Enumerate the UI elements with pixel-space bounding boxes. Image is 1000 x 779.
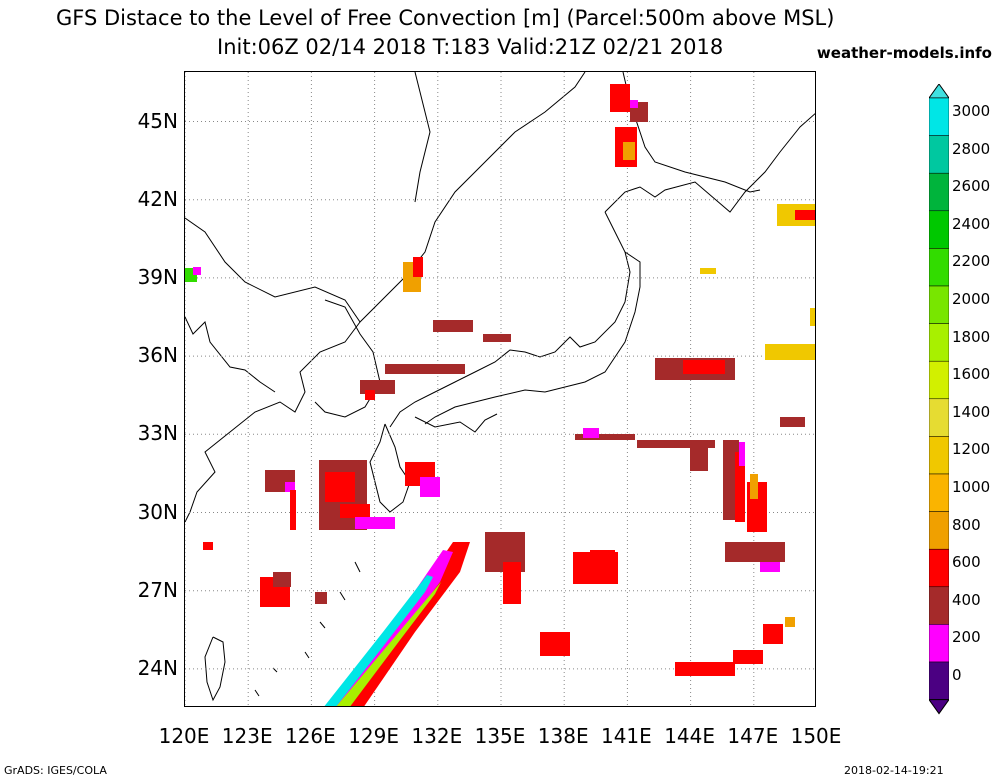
colorbar-segment xyxy=(929,323,949,362)
colorbar-min-arrow xyxy=(929,699,949,715)
colorbar-segment xyxy=(929,135,949,174)
latitude-tick-label: 30N xyxy=(137,499,178,524)
colorbar-tick-label: 2800 xyxy=(952,139,991,158)
colorbar-tick-label: 1400 xyxy=(952,402,991,421)
colorbar-tick-label: 2000 xyxy=(952,290,991,308)
colorbar-segment xyxy=(929,210,949,249)
chart-subtitle: Init:06Z 02/14 2018 T:183 Valid:21Z 02/2… xyxy=(217,35,724,59)
colorbar-segment xyxy=(929,360,949,400)
colorbar-segment xyxy=(929,285,949,324)
map-panel[interactable] xyxy=(184,71,816,707)
latitude-tick-label: 36N xyxy=(137,343,178,368)
lfc-shading xyxy=(185,84,815,706)
longitude-tick-label: 138E xyxy=(537,724,589,748)
colorbar-tick-label: 1800 xyxy=(952,327,991,346)
colorbar-segment xyxy=(929,473,949,512)
colorbar-segment xyxy=(929,97,949,136)
colorbar-tick-label: 1200 xyxy=(952,440,991,459)
latitude-tick-label: 42N xyxy=(137,186,178,211)
chart-title: GFS Distace to the Level of Free Convect… xyxy=(56,6,835,30)
latitude-tick-label: 24N xyxy=(137,655,178,680)
colorbar-segment xyxy=(929,624,949,663)
footer-timestamp: 2018-02-14-19:21 xyxy=(844,764,944,777)
longitude-tick-label: 126E xyxy=(284,724,336,748)
longitude-tick-label: 144E xyxy=(664,724,715,748)
longitude-tick-label: 135E xyxy=(474,724,526,748)
colorbar-segment xyxy=(929,248,949,287)
colorbar-tick-label: 400 xyxy=(952,590,981,609)
colorbar-tick-label: 2200 xyxy=(952,252,991,271)
map-canvas xyxy=(185,72,815,706)
longitude-tick-label: 150E xyxy=(790,724,842,748)
colorbar-tick-label: 600 xyxy=(952,553,981,572)
colorbar-segment xyxy=(929,548,949,588)
colorbar xyxy=(929,84,949,715)
colorbar-tick-label: 200 xyxy=(952,628,981,647)
colorbar-segment xyxy=(929,661,949,700)
colorbar-segment xyxy=(929,398,949,437)
colorbar-max-arrow xyxy=(929,84,949,99)
longitude-tick-label: 123E xyxy=(221,724,273,748)
latitude-tick-label: 27N xyxy=(137,577,178,602)
colorbar-segment xyxy=(929,511,949,550)
colorbar-tick-label: 800 xyxy=(952,515,981,534)
graticule xyxy=(185,72,815,706)
colorbar-tick-label: 2400 xyxy=(952,214,991,233)
colorbar-tick-label: 2600 xyxy=(952,177,991,196)
longitude-tick-label: 147E xyxy=(727,724,779,748)
colorbar-tick-label: 0 xyxy=(952,666,962,684)
colorbar-segment xyxy=(929,586,949,625)
latitude-tick-label: 33N xyxy=(137,421,178,446)
latitude-tick-label: 39N xyxy=(137,264,178,289)
brand-label: weather-models.info xyxy=(816,44,992,62)
colorbar-tick-label: 3000 xyxy=(952,102,991,120)
colorbar-segment xyxy=(929,436,949,475)
colorbar-segment xyxy=(929,172,949,212)
colorbar-tick-label: 1000 xyxy=(952,478,991,496)
longitude-tick-label: 129E xyxy=(348,724,399,748)
longitude-tick-label: 141E xyxy=(600,724,652,748)
longitude-tick-label: 120E xyxy=(158,724,210,748)
latitude-tick-label: 45N xyxy=(137,108,178,133)
longitude-tick-label: 132E xyxy=(411,724,463,748)
colorbar-tick-label: 1600 xyxy=(952,365,991,384)
footer-software: GrADS: IGES/COLA xyxy=(4,764,107,777)
